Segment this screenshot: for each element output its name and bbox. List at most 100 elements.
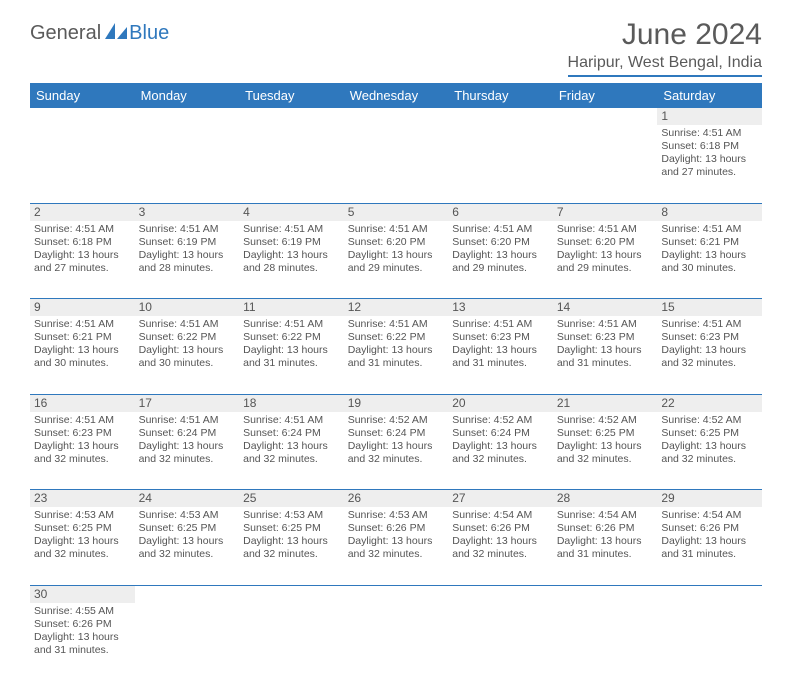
sunrise-line: Sunrise: 4:51 AM [557, 318, 654, 331]
sunset-line: Sunset: 6:26 PM [348, 522, 445, 535]
month-title: June 2024 [568, 18, 762, 52]
sunset-line: Sunset: 6:20 PM [557, 236, 654, 249]
daylight-line: Daylight: 13 hours and 32 minutes. [348, 440, 445, 466]
sunset-line: Sunset: 6:18 PM [34, 236, 131, 249]
day-number-cell: 17 [135, 394, 240, 412]
sunrise-line: Sunrise: 4:53 AM [243, 509, 340, 522]
day-detail-cell: Sunrise: 4:53 AMSunset: 6:26 PMDaylight:… [344, 507, 449, 585]
daylight-line: Daylight: 13 hours and 31 minutes. [452, 344, 549, 370]
logo-text-blue: Blue [129, 22, 169, 45]
day-detail-cell: Sunrise: 4:51 AMSunset: 6:22 PMDaylight:… [135, 316, 240, 394]
sunset-line: Sunset: 6:25 PM [139, 522, 236, 535]
day-detail-cell [553, 125, 658, 203]
day-detail-cell: Sunrise: 4:51 AMSunset: 6:21 PMDaylight:… [30, 316, 135, 394]
day-detail-cell: Sunrise: 4:54 AMSunset: 6:26 PMDaylight:… [448, 507, 553, 585]
sunset-line: Sunset: 6:24 PM [348, 427, 445, 440]
sunset-line: Sunset: 6:22 PM [348, 331, 445, 344]
daynum-row: 23242526272829 [30, 490, 762, 508]
sunset-line: Sunset: 6:23 PM [34, 427, 131, 440]
day-detail-cell: Sunrise: 4:51 AMSunset: 6:18 PMDaylight:… [657, 125, 762, 203]
daynum-row: 9101112131415 [30, 299, 762, 317]
sunrise-line: Sunrise: 4:51 AM [139, 414, 236, 427]
day-number-cell: 14 [553, 299, 658, 317]
sunrise-line: Sunrise: 4:51 AM [243, 318, 340, 331]
sunset-line: Sunset: 6:25 PM [557, 427, 654, 440]
day-detail-cell: Sunrise: 4:52 AMSunset: 6:25 PMDaylight:… [657, 412, 762, 490]
daylight-line: Daylight: 13 hours and 31 minutes. [34, 631, 131, 657]
sunrise-line: Sunrise: 4:52 AM [452, 414, 549, 427]
day-detail-cell: Sunrise: 4:51 AMSunset: 6:20 PMDaylight:… [448, 221, 553, 299]
daylight-line: Daylight: 13 hours and 32 minutes. [452, 535, 549, 561]
day-number-cell [448, 108, 553, 125]
day-number-cell: 11 [239, 299, 344, 317]
day-number-cell: 6 [448, 203, 553, 221]
day-number-cell: 9 [30, 299, 135, 317]
week-row: Sunrise: 4:51 AMSunset: 6:21 PMDaylight:… [30, 316, 762, 394]
day-detail-cell: Sunrise: 4:51 AMSunset: 6:22 PMDaylight:… [239, 316, 344, 394]
day-number-cell: 26 [344, 490, 449, 508]
sunset-line: Sunset: 6:25 PM [243, 522, 340, 535]
day-number-cell [239, 585, 344, 603]
daylight-line: Daylight: 13 hours and 31 minutes. [348, 344, 445, 370]
day-number-cell: 27 [448, 490, 553, 508]
daylight-line: Daylight: 13 hours and 32 minutes. [557, 440, 654, 466]
sunrise-line: Sunrise: 4:54 AM [452, 509, 549, 522]
day-number-cell: 16 [30, 394, 135, 412]
day-detail-cell: Sunrise: 4:51 AMSunset: 6:23 PMDaylight:… [553, 316, 658, 394]
day-number-cell: 21 [553, 394, 658, 412]
day-detail-cell: Sunrise: 4:53 AMSunset: 6:25 PMDaylight:… [30, 507, 135, 585]
sunset-line: Sunset: 6:24 PM [139, 427, 236, 440]
sunrise-line: Sunrise: 4:51 AM [34, 223, 131, 236]
day-detail-cell: Sunrise: 4:51 AMSunset: 6:20 PMDaylight:… [344, 221, 449, 299]
daylight-line: Daylight: 13 hours and 32 minutes. [661, 440, 758, 466]
day-detail-cell [448, 125, 553, 203]
day-number-cell: 23 [30, 490, 135, 508]
daylight-line: Daylight: 13 hours and 32 minutes. [139, 535, 236, 561]
week-row: Sunrise: 4:51 AMSunset: 6:23 PMDaylight:… [30, 412, 762, 490]
daylight-line: Daylight: 13 hours and 30 minutes. [34, 344, 131, 370]
sunrise-line: Sunrise: 4:51 AM [139, 223, 236, 236]
sunset-line: Sunset: 6:21 PM [34, 331, 131, 344]
daylight-line: Daylight: 13 hours and 32 minutes. [34, 535, 131, 561]
day-number-cell: 15 [657, 299, 762, 317]
daylight-line: Daylight: 13 hours and 32 minutes. [452, 440, 549, 466]
sunrise-line: Sunrise: 4:51 AM [34, 414, 131, 427]
day-number-cell: 10 [135, 299, 240, 317]
daynum-row: 2345678 [30, 203, 762, 221]
sunset-line: Sunset: 6:20 PM [348, 236, 445, 249]
sunset-line: Sunset: 6:20 PM [452, 236, 549, 249]
sunset-line: Sunset: 6:26 PM [452, 522, 549, 535]
day-detail-cell: Sunrise: 4:51 AMSunset: 6:23 PMDaylight:… [657, 316, 762, 394]
day-number-cell [553, 585, 658, 603]
day-detail-cell [657, 603, 762, 681]
daylight-line: Daylight: 13 hours and 29 minutes. [452, 249, 549, 275]
day-detail-cell [135, 603, 240, 681]
daynum-row: 16171819202122 [30, 394, 762, 412]
location-line: Haripur, West Bengal, India [568, 54, 762, 77]
sunrise-line: Sunrise: 4:51 AM [452, 318, 549, 331]
day-number-cell: 24 [135, 490, 240, 508]
daylight-line: Daylight: 13 hours and 31 minutes. [557, 535, 654, 561]
day-number-cell: 3 [135, 203, 240, 221]
daynum-row: 30 [30, 585, 762, 603]
sunrise-line: Sunrise: 4:53 AM [34, 509, 131, 522]
day-detail-cell: Sunrise: 4:51 AMSunset: 6:19 PMDaylight:… [135, 221, 240, 299]
calendar-table: SundayMondayTuesdayWednesdayThursdayFrid… [30, 83, 762, 681]
day-number-cell: 5 [344, 203, 449, 221]
sunset-line: Sunset: 6:23 PM [661, 331, 758, 344]
daylight-line: Daylight: 13 hours and 29 minutes. [348, 249, 445, 275]
daylight-line: Daylight: 13 hours and 32 minutes. [139, 440, 236, 466]
logo-text-general: General [30, 22, 101, 45]
day-detail-cell: Sunrise: 4:53 AMSunset: 6:25 PMDaylight:… [239, 507, 344, 585]
sunrise-line: Sunrise: 4:53 AM [348, 509, 445, 522]
sunrise-line: Sunrise: 4:51 AM [452, 223, 549, 236]
day-number-cell: 8 [657, 203, 762, 221]
day-detail-cell [448, 603, 553, 681]
sunrise-line: Sunrise: 4:51 AM [661, 318, 758, 331]
day-number-cell [553, 108, 658, 125]
day-number-cell: 18 [239, 394, 344, 412]
daylight-line: Daylight: 13 hours and 32 minutes. [34, 440, 131, 466]
day-header-row: SundayMondayTuesdayWednesdayThursdayFrid… [30, 83, 762, 108]
sunset-line: Sunset: 6:24 PM [452, 427, 549, 440]
sunrise-line: Sunrise: 4:51 AM [243, 414, 340, 427]
